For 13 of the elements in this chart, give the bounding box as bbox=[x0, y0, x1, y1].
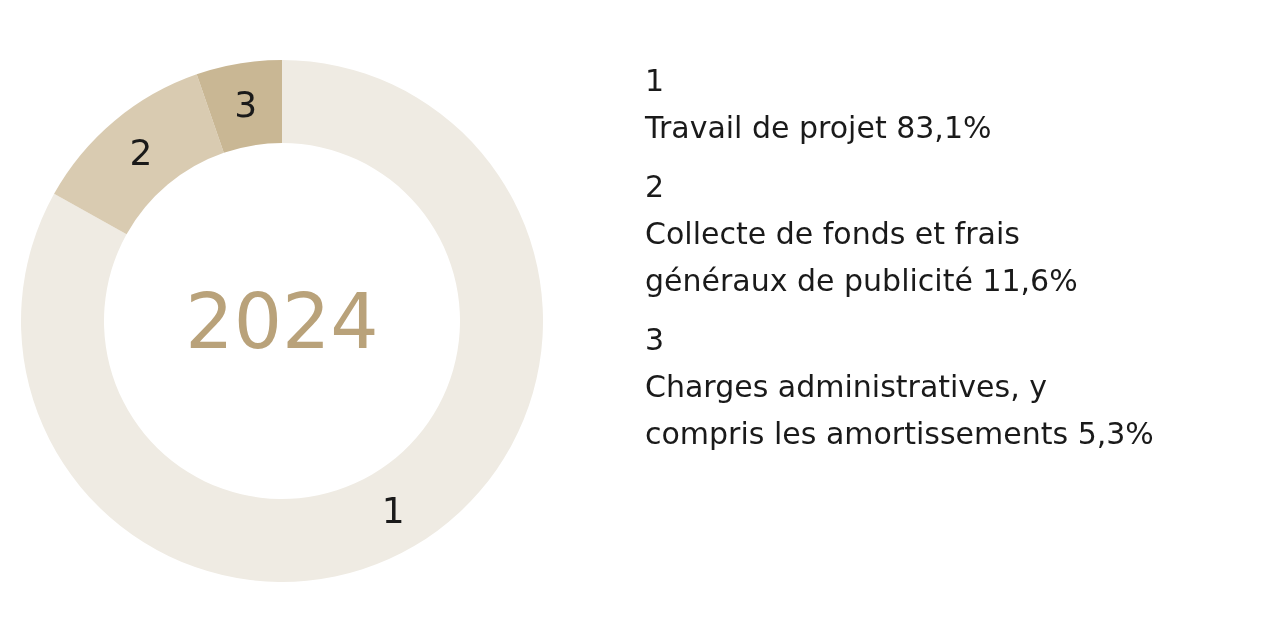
text: 2024 bbox=[185, 276, 379, 366]
donut-slice bbox=[54, 74, 224, 235]
text: Collecte de fonds et frais généraux de publicité 11,6% bbox=[645, 215, 1078, 298]
donut-slice bbox=[21, 60, 543, 582]
text: Travail de projet 83,1% bbox=[645, 109, 992, 145]
slice-label: 1 bbox=[645, 62, 665, 98]
category-label: 2 bbox=[645, 168, 665, 204]
slice-label: 1 bbox=[381, 489, 405, 531]
category-label: 3 bbox=[645, 321, 665, 357]
text: Charges administratives, y compris les amortissements 5,3% bbox=[645, 368, 1154, 451]
slice-label: 3 bbox=[234, 84, 258, 126]
slice-label: 2 bbox=[129, 132, 153, 174]
donut-slice bbox=[196, 60, 282, 153]
